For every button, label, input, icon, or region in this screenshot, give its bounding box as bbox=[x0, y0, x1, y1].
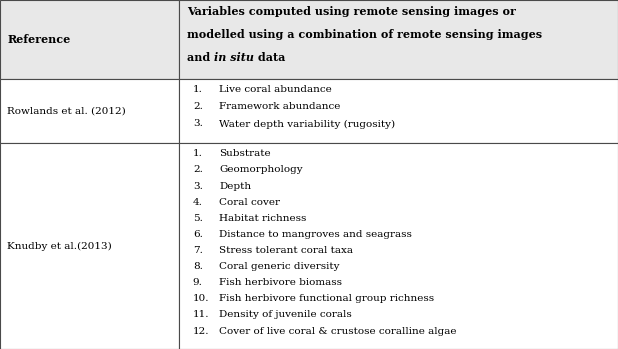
Text: Cover of live coral & crustose coralline algae: Cover of live coral & crustose coralline… bbox=[219, 327, 457, 336]
Text: Fish herbivore functional group richness: Fish herbivore functional group richness bbox=[219, 294, 434, 303]
Text: Coral cover: Coral cover bbox=[219, 198, 281, 207]
Text: 3.: 3. bbox=[193, 119, 203, 128]
Text: Habitat richness: Habitat richness bbox=[219, 214, 307, 223]
Text: 1.: 1. bbox=[193, 149, 203, 158]
Text: Stress tolerant coral taxa: Stress tolerant coral taxa bbox=[219, 246, 353, 255]
Text: Distance to mangroves and seagrass: Distance to mangroves and seagrass bbox=[219, 230, 412, 239]
Text: 11.: 11. bbox=[193, 311, 210, 319]
Text: 9.: 9. bbox=[193, 278, 203, 287]
Text: 10.: 10. bbox=[193, 294, 210, 303]
Bar bbox=[0, 143, 179, 349]
Text: 4.: 4. bbox=[193, 198, 203, 207]
Text: Live coral abundance: Live coral abundance bbox=[219, 85, 332, 94]
Bar bbox=[0, 79, 179, 143]
Text: 3.: 3. bbox=[193, 181, 203, 191]
Text: Fish herbivore biomass: Fish herbivore biomass bbox=[219, 278, 342, 287]
Bar bbox=[179, 0, 618, 79]
Text: 1.: 1. bbox=[193, 85, 203, 94]
Text: 2.: 2. bbox=[193, 165, 203, 174]
Text: Variables computed using remote sensing images or: Variables computed using remote sensing … bbox=[187, 6, 515, 17]
Text: 7.: 7. bbox=[193, 246, 203, 255]
Bar bbox=[179, 79, 618, 143]
Text: Substrate: Substrate bbox=[219, 149, 271, 158]
Text: 8.: 8. bbox=[193, 262, 203, 271]
Bar bbox=[179, 143, 618, 349]
Text: 5.: 5. bbox=[193, 214, 203, 223]
Bar bbox=[0, 0, 179, 79]
Text: Water depth variability (rugosity): Water depth variability (rugosity) bbox=[219, 119, 396, 128]
Text: 12.: 12. bbox=[193, 327, 210, 336]
Text: Reference: Reference bbox=[7, 34, 70, 45]
Text: modelled using a combination of remote sensing images: modelled using a combination of remote s… bbox=[187, 29, 542, 40]
Text: in situ: in situ bbox=[214, 52, 254, 64]
Text: Coral generic diversity: Coral generic diversity bbox=[219, 262, 340, 271]
Text: Geomorphology: Geomorphology bbox=[219, 165, 303, 174]
Text: 6.: 6. bbox=[193, 230, 203, 239]
Text: Rowlands et al. (2012): Rowlands et al. (2012) bbox=[7, 106, 126, 115]
Text: Knudby et al.(2013): Knudby et al.(2013) bbox=[7, 242, 112, 251]
Text: Depth: Depth bbox=[219, 181, 252, 191]
Text: 2.: 2. bbox=[193, 102, 203, 111]
Text: Framework abundance: Framework abundance bbox=[219, 102, 341, 111]
Text: data: data bbox=[254, 52, 285, 64]
Text: and: and bbox=[187, 52, 214, 64]
Text: Density of juvenile corals: Density of juvenile corals bbox=[219, 311, 352, 319]
